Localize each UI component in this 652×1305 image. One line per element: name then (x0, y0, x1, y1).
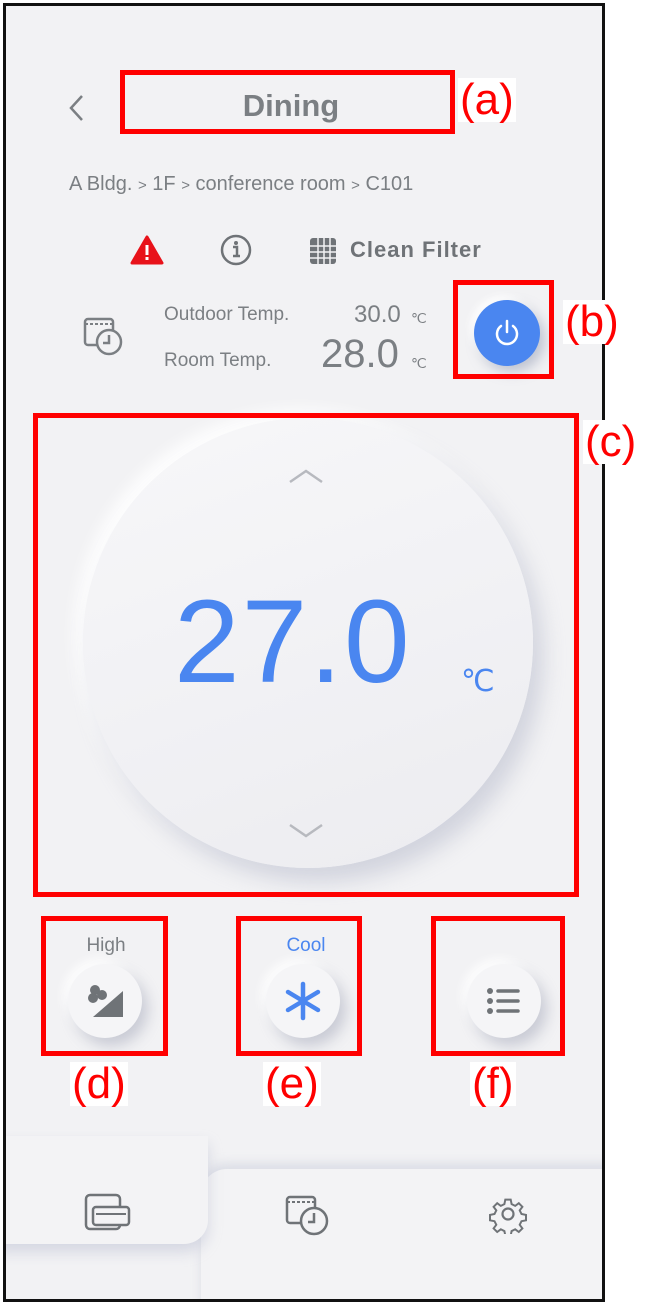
nav-bar-background (201, 1169, 602, 1299)
annotation-box-a (120, 70, 455, 134)
devices-icon[interactable] (82, 1191, 134, 1237)
page-title: Dining (242, 88, 340, 123)
annotation-label-c: (c) (583, 417, 639, 466)
breadcrumb-separator: > (351, 177, 360, 194)
schedule-icon[interactable] (82, 313, 126, 357)
breadcrumb: A Bldg. > 1F > conference room > C101 (69, 173, 413, 196)
snowflake-icon (285, 981, 321, 1021)
filter-grid-icon[interactable] (308, 236, 338, 266)
outdoor-temp-value: 30.0 (354, 301, 401, 328)
annotation-label-d: (d) (70, 1059, 128, 1108)
mode-label: Cool (286, 935, 326, 956)
breadcrumb-item[interactable]: C101 (365, 173, 414, 195)
info-icon[interactable] (219, 233, 253, 267)
menu-list-button[interactable] (467, 964, 541, 1038)
breadcrumb-item[interactable]: conference room (195, 173, 346, 195)
annotation-box-d (41, 916, 168, 1056)
clean-filter-label[interactable]: Clean Filter (350, 237, 482, 262)
fan-speed-label: High (86, 935, 126, 956)
breadcrumb-separator: > (181, 177, 190, 194)
annotation-box-b (453, 280, 554, 379)
warning-triangle-icon[interactable] (130, 235, 164, 265)
temp-down-chevron-icon[interactable] (286, 821, 326, 841)
outdoor-temp-label: Outdoor Temp. (164, 304, 290, 325)
mode-button[interactable] (266, 964, 340, 1038)
schedule-nav-icon[interactable] (284, 1191, 334, 1237)
temp-up-chevron-icon[interactable] (286, 466, 326, 486)
room-temp-label: Room Temp. (164, 350, 272, 371)
setpoint-value: 27.0 (174, 576, 412, 708)
list-icon (487, 988, 520, 1014)
fan-speed-button[interactable] (68, 964, 142, 1038)
annotation-box-e (236, 916, 362, 1056)
room-temp-value: 28.0 (321, 332, 399, 376)
annotation-label-a: (a) (458, 75, 516, 124)
annotation-label-f: (f) (470, 1059, 516, 1108)
power-icon (495, 319, 519, 346)
breadcrumb-item[interactable]: 1F (152, 173, 176, 195)
annotation-box-f (431, 916, 565, 1056)
annotation-label-b: (b) (563, 297, 621, 346)
breadcrumb-item[interactable]: A Bldg. (69, 173, 133, 195)
setpoint-unit: ℃ (461, 665, 495, 698)
outdoor-temp-unit: ℃ (411, 310, 427, 326)
power-button[interactable] (474, 300, 540, 366)
annotation-label-e: (e) (263, 1059, 321, 1108)
room-temp-unit: ℃ (411, 355, 427, 371)
settings-gear-icon[interactable] (488, 1194, 528, 1234)
annotation-box-c (33, 413, 579, 897)
breadcrumb-separator: > (137, 177, 147, 194)
back-chevron-icon[interactable] (66, 93, 88, 123)
fan-speed-icon (88, 985, 123, 1017)
temperature-dial (83, 418, 533, 868)
